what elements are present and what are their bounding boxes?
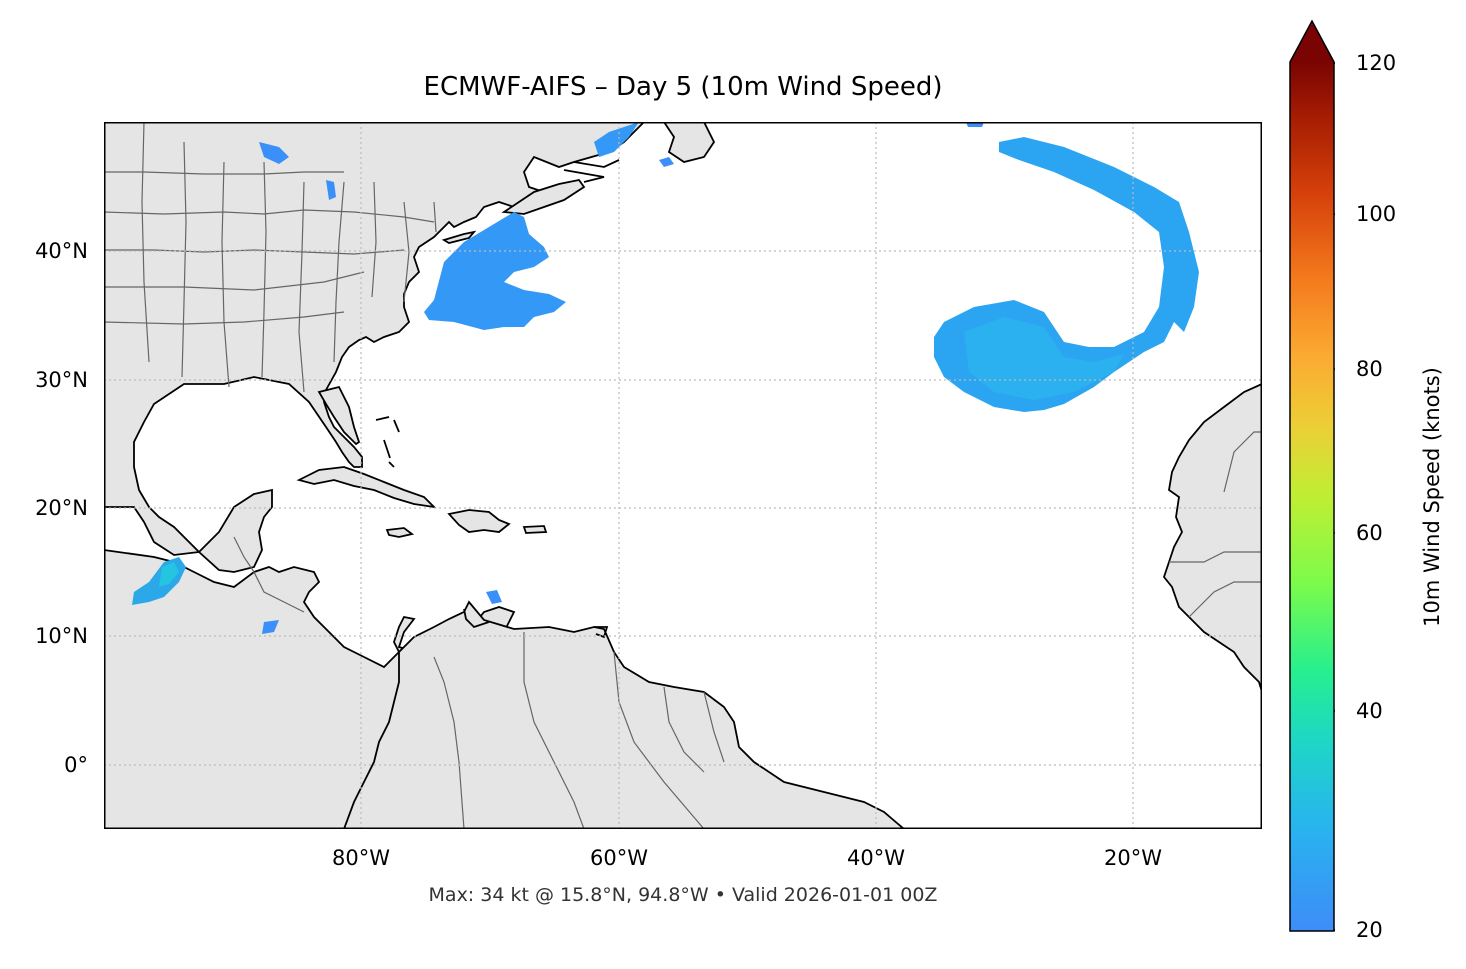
lon-label-40w: 40°W bbox=[847, 846, 905, 870]
colorbar-label: 10m Wind Speed (knots) bbox=[1420, 367, 1444, 627]
lat-label-10n: 10°N bbox=[35, 624, 88, 648]
lat-label-40n: 40°N bbox=[35, 239, 88, 263]
lat-label-20n: 20°N bbox=[35, 496, 88, 520]
wind-feature-great-lakes bbox=[259, 142, 289, 164]
map-canvas bbox=[104, 122, 1262, 829]
jamaica bbox=[385, 527, 415, 538]
wind-feature-tehuantepec-core bbox=[159, 562, 179, 587]
lon-label-80w: 80°W bbox=[332, 846, 390, 870]
wind-feature-gulf-st-lawrence bbox=[594, 122, 639, 157]
wind-feature-atlantic-core bbox=[964, 317, 1124, 400]
colorbar-tick-120: 120 bbox=[1356, 51, 1397, 75]
lon-label-60w: 60°W bbox=[590, 846, 648, 870]
newfoundland bbox=[662, 122, 716, 163]
wind-feature-lake-michigan bbox=[326, 180, 336, 200]
max-valid-caption: Max: 34 kt @ 15.8°N, 94.8°W • Valid 2026… bbox=[428, 884, 938, 906]
colorbar bbox=[1289, 19, 1342, 932]
lat-label-0: 0° bbox=[64, 753, 88, 777]
colorbar-tick-100: 100 bbox=[1356, 202, 1397, 226]
florida bbox=[317, 385, 361, 446]
wind-feature-caribbean-east bbox=[486, 590, 502, 604]
chart-title: ECMWF-AIFS – Day 5 (10m Wind Speed) bbox=[423, 72, 943, 102]
hispaniola bbox=[447, 509, 511, 533]
colorbar-extend-arrow bbox=[1290, 21, 1334, 62]
colorbar-tick-60: 60 bbox=[1356, 521, 1383, 545]
political-borders bbox=[104, 122, 1262, 829]
long-island bbox=[441, 230, 477, 244]
pei-islands bbox=[563, 159, 620, 183]
lon-label-20w: 20°W bbox=[1104, 846, 1162, 870]
colorbar-tick-20: 20 bbox=[1356, 918, 1383, 942]
map-area[interactable] bbox=[104, 122, 1262, 829]
nova-scotia bbox=[501, 179, 586, 215]
wind-feature-papagayo bbox=[262, 620, 279, 634]
africa-land bbox=[1162, 383, 1262, 693]
colorbar-tick-80: 80 bbox=[1356, 357, 1383, 381]
gridlines bbox=[104, 122, 1262, 829]
puerto-rico bbox=[522, 525, 548, 534]
wind-feature-us-east bbox=[424, 212, 566, 330]
map-border bbox=[104, 122, 1262, 829]
bahamas bbox=[375, 416, 400, 468]
colorbar-gradient bbox=[1290, 62, 1334, 931]
colorbar-graphic bbox=[1289, 19, 1342, 932]
lat-label-30n: 30°N bbox=[35, 368, 88, 392]
yucatan bbox=[197, 488, 273, 573]
cuba bbox=[296, 466, 437, 509]
colorbar-outline bbox=[1289, 19, 1335, 932]
wind-feature-newfoundland-south bbox=[659, 157, 674, 167]
colorbar-tick-40: 40 bbox=[1356, 699, 1383, 723]
